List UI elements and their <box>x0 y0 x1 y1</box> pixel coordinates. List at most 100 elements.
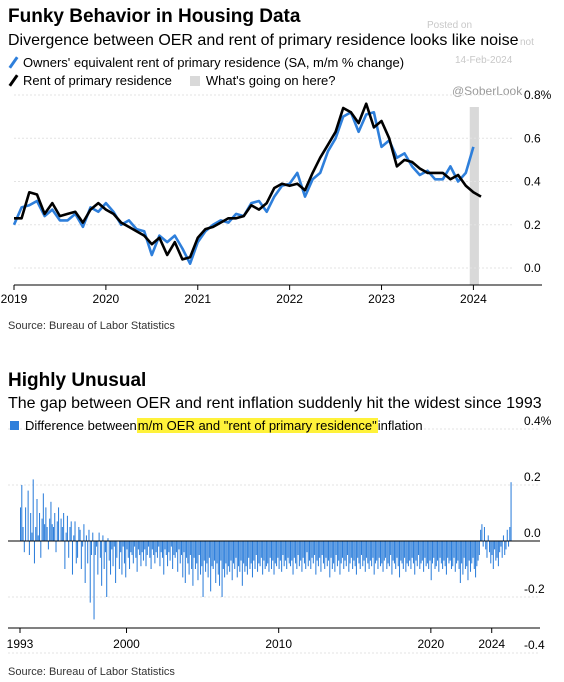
bar <box>96 541 98 547</box>
bar <box>103 541 105 569</box>
bar <box>469 541 472 572</box>
bar <box>464 541 466 569</box>
bar <box>371 541 373 567</box>
bar <box>208 541 210 558</box>
bar <box>21 485 23 541</box>
bar <box>41 518 43 541</box>
bar <box>255 541 257 555</box>
bar <box>345 541 347 567</box>
chart2-plot: 0.4% 0.2 0.0 -0.2 -0.4 1993 2000 2010 2020 2024 <box>7 414 552 654</box>
bar <box>463 541 465 558</box>
bar <box>263 541 265 561</box>
bar <box>144 541 146 550</box>
bar <box>155 541 157 553</box>
bar <box>485 541 487 550</box>
bar <box>433 541 435 558</box>
bar <box>333 541 335 564</box>
bar <box>135 541 137 558</box>
bar <box>189 541 191 555</box>
bar <box>411 541 413 558</box>
bar <box>217 541 219 575</box>
bar <box>136 541 138 572</box>
bar <box>471 541 473 564</box>
bar <box>352 541 354 569</box>
bar <box>97 541 99 575</box>
bar <box>121 541 123 575</box>
bar <box>366 541 368 558</box>
bar <box>420 541 422 564</box>
bar <box>235 541 237 558</box>
bar <box>149 541 151 558</box>
bar <box>111 541 113 550</box>
bar <box>468 541 470 561</box>
y-tick-label: 0.4 <box>524 175 541 189</box>
bar <box>186 541 188 558</box>
bar <box>52 527 54 541</box>
bar <box>25 507 27 541</box>
bar <box>322 541 324 564</box>
bar <box>473 541 475 569</box>
bar <box>245 541 247 567</box>
bar <box>158 541 160 547</box>
bar <box>279 541 281 561</box>
bar <box>369 541 371 561</box>
bar <box>410 541 412 569</box>
bar <box>339 541 341 575</box>
bar <box>297 541 299 555</box>
bar <box>71 541 74 575</box>
blue-square-swatch-icon <box>10 421 19 430</box>
bar <box>289 541 292 567</box>
bar <box>491 541 493 555</box>
bar <box>184 541 186 583</box>
bar <box>315 541 317 575</box>
bar <box>385 541 387 558</box>
bar <box>399 541 401 578</box>
bar <box>40 541 42 558</box>
bar <box>82 541 84 547</box>
bar <box>20 507 22 541</box>
bar <box>278 541 280 569</box>
bar <box>303 541 305 564</box>
x-tick-label: 2020 <box>93 292 120 306</box>
y-tick-label: 0.2 <box>524 218 541 232</box>
bar <box>99 541 101 558</box>
bar <box>402 541 404 569</box>
bar <box>177 541 179 572</box>
bar <box>253 541 255 561</box>
chart1-title: Funky Behavior in Housing Data <box>8 6 301 27</box>
bar <box>83 524 85 541</box>
y-tick-label: 0.0 <box>524 526 541 540</box>
bar <box>477 541 479 561</box>
bar <box>360 541 363 555</box>
bar <box>224 541 226 578</box>
bar <box>79 529 81 541</box>
bar <box>440 541 442 564</box>
bar <box>213 541 215 561</box>
bar <box>482 541 484 547</box>
bar <box>501 541 503 558</box>
bar <box>163 541 165 575</box>
bar <box>447 541 449 558</box>
bar <box>115 541 117 583</box>
bar <box>508 541 510 547</box>
bar <box>90 541 93 555</box>
x-tick-label: 2024 <box>478 637 505 651</box>
bar <box>84 541 86 583</box>
bar <box>325 541 327 558</box>
bar <box>381 541 383 564</box>
bar <box>495 541 497 561</box>
bar <box>329 541 331 578</box>
bar <box>236 541 238 578</box>
bar <box>244 541 246 572</box>
bar <box>492 541 494 569</box>
highlight-band <box>469 107 479 285</box>
bar <box>288 541 290 564</box>
bar <box>164 541 166 550</box>
bar <box>73 535 75 541</box>
bar <box>395 541 397 569</box>
bar <box>127 541 129 558</box>
bar <box>173 541 175 555</box>
bar <box>202 541 204 597</box>
bar <box>229 541 231 572</box>
bar <box>504 541 506 555</box>
